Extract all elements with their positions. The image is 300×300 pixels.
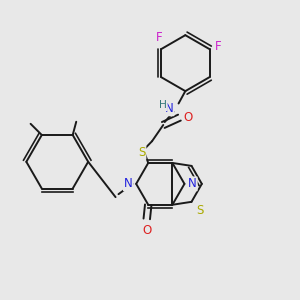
Text: H: H: [159, 100, 167, 110]
Text: O: O: [142, 224, 152, 237]
Text: N: N: [124, 177, 133, 190]
Text: S: S: [138, 146, 146, 159]
Text: N: N: [188, 177, 197, 190]
Text: F: F: [155, 31, 162, 44]
Text: S: S: [196, 204, 203, 217]
Text: N: N: [165, 102, 174, 115]
Text: F: F: [215, 40, 221, 53]
Text: O: O: [183, 110, 192, 124]
